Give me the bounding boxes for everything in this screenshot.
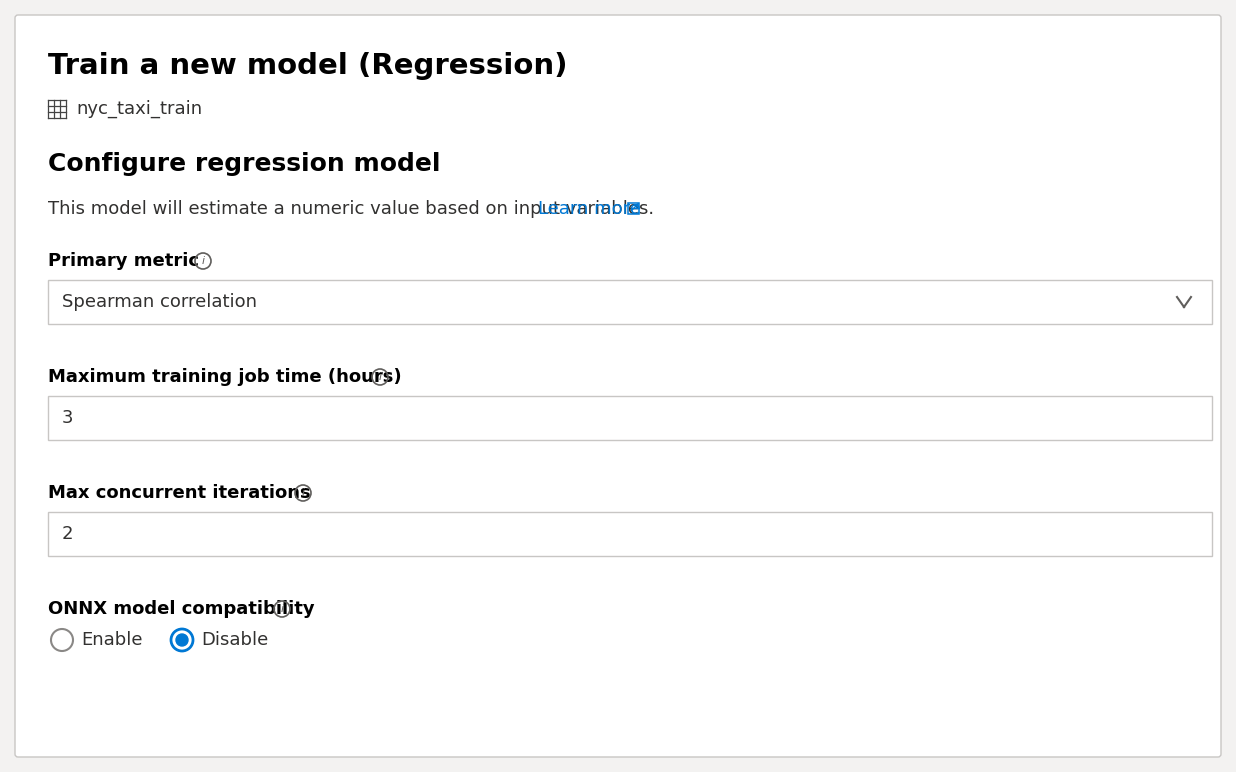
Text: Train a new model (Regression): Train a new model (Regression) bbox=[48, 52, 567, 80]
Circle shape bbox=[176, 634, 188, 646]
Text: Primary metric: Primary metric bbox=[48, 252, 199, 270]
Text: Disable: Disable bbox=[201, 631, 268, 649]
FancyBboxPatch shape bbox=[48, 280, 1213, 324]
FancyBboxPatch shape bbox=[15, 15, 1221, 757]
Text: ONNX model compatibility: ONNX model compatibility bbox=[48, 600, 315, 618]
Text: nyc_taxi_train: nyc_taxi_train bbox=[75, 100, 203, 118]
Circle shape bbox=[51, 629, 73, 651]
Text: This model will estimate a numeric value based on input variables.: This model will estimate a numeric value… bbox=[48, 200, 660, 218]
Text: i: i bbox=[302, 489, 304, 499]
Text: i: i bbox=[378, 373, 382, 382]
Text: Spearman correlation: Spearman correlation bbox=[62, 293, 257, 311]
Text: Max concurrent iterations: Max concurrent iterations bbox=[48, 484, 310, 502]
Circle shape bbox=[171, 629, 193, 651]
Text: Enable: Enable bbox=[82, 631, 142, 649]
Text: i: i bbox=[201, 256, 205, 266]
Text: Learn more: Learn more bbox=[538, 200, 641, 218]
Text: i: i bbox=[281, 604, 283, 615]
Text: 2: 2 bbox=[62, 525, 73, 543]
FancyBboxPatch shape bbox=[48, 512, 1213, 556]
FancyBboxPatch shape bbox=[48, 396, 1213, 440]
Text: 3: 3 bbox=[62, 409, 73, 427]
Text: Maximum training job time (hours): Maximum training job time (hours) bbox=[48, 368, 402, 386]
Text: Configure regression model: Configure regression model bbox=[48, 152, 440, 176]
